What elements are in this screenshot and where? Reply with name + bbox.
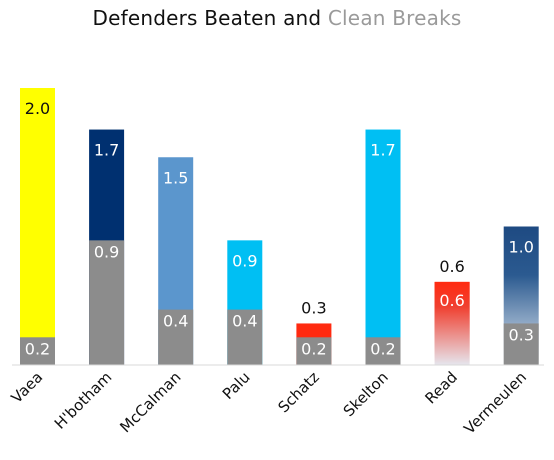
bar-defenders-beaten-0	[20, 88, 55, 365]
x-tick-label-2: McCalman	[116, 368, 184, 436]
bar-clean-breaks-5	[365, 337, 401, 365]
x-tick-label-6: Read	[422, 368, 461, 407]
label-defenders-beaten-2: 1.5	[163, 168, 188, 187]
chart-title-accent: Clean Breaks	[327, 6, 462, 30]
x-tick-label-4: Schatz	[274, 368, 322, 416]
bars-layer: 2.0 0.2 1.7 0.9 1.5 0.4 0.9 0.4 0.3 0.2 1.7 0.2 0.6 0…	[20, 88, 539, 365]
label-defenders-beaten-6: 0.6	[439, 257, 464, 276]
label-clean-breaks-4: 0.2	[301, 339, 326, 358]
label-clean-breaks-6: 0.6	[439, 291, 464, 310]
label-clean-breaks-1: 0.9	[94, 242, 119, 261]
bar-clean-breaks-2	[158, 309, 194, 365]
label-defenders-beaten-7: 1.0	[508, 238, 533, 257]
bar-defenders-beaten-5	[365, 129, 401, 365]
x-tick-label-7: Vermeulen	[460, 368, 530, 438]
bar-clean-breaks-6	[434, 281, 470, 365]
bar-clean-breaks-3	[227, 309, 263, 365]
label-clean-breaks-0: 0.2	[25, 339, 50, 358]
label-defenders-beaten-3: 0.9	[232, 251, 257, 270]
ticks-layer: Vaea H'botham McCalman Palu Schatz Skelton Rea…	[8, 368, 530, 438]
label-defenders-beaten-5: 1.7	[370, 141, 395, 160]
label-defenders-beaten-1: 1.7	[94, 141, 119, 160]
chart-title-main: Defenders Beaten and	[92, 6, 322, 30]
x-tick-label-3: Palu	[219, 368, 254, 403]
label-clean-breaks-3: 0.4	[232, 312, 257, 331]
x-tick-label-1: H'botham	[51, 368, 116, 433]
x-tick-label-5: Skelton	[340, 368, 392, 420]
label-defenders-beaten-4: 0.3	[301, 298, 326, 317]
x-tick-label-0: Vaea	[8, 368, 47, 407]
bar-clean-breaks-0	[20, 337, 55, 365]
chart-title: Defenders Beaten and Clean Breaks	[0, 6, 554, 30]
bar-clean-breaks-7	[503, 323, 539, 365]
label-clean-breaks-2: 0.4	[163, 312, 188, 331]
label-clean-breaks-5: 0.2	[370, 339, 395, 358]
label-defenders-beaten-0: 2.0	[25, 99, 50, 118]
bar-clean-breaks-1	[89, 240, 125, 365]
label-clean-breaks-7: 0.3	[508, 325, 533, 344]
bar-clean-breaks-4	[296, 337, 332, 365]
